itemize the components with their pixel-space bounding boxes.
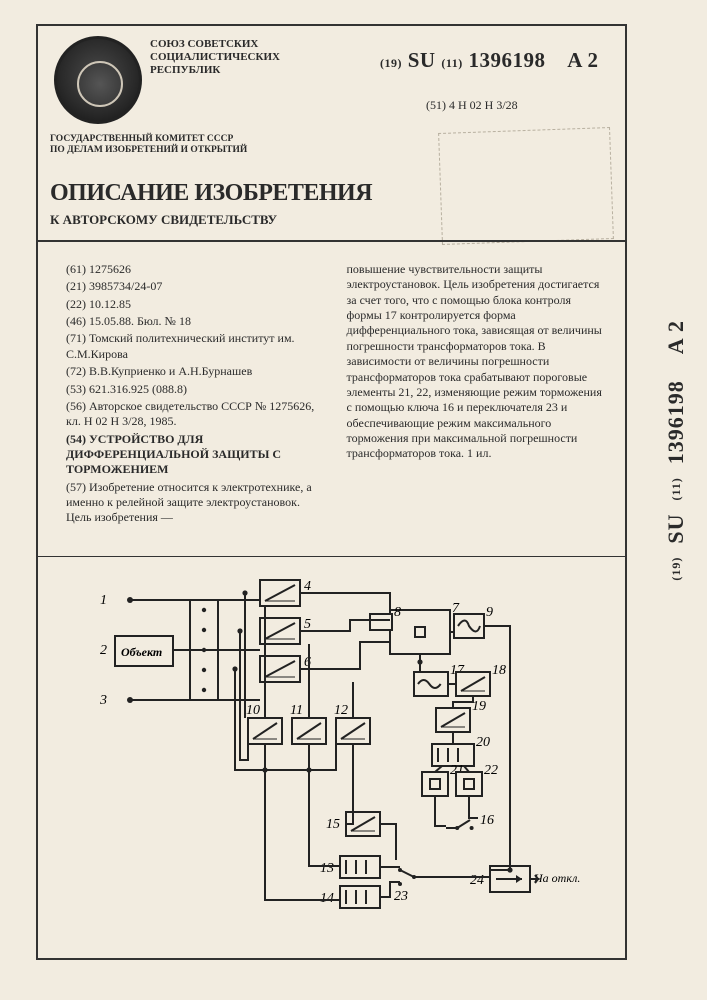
document-subtitle: К АВТОРСКОМУ СВИДЕТЕЛЬСТВУ: [50, 212, 277, 228]
union-line1: СОЮЗ СОВЕТСКИХ: [150, 38, 280, 51]
field-72: (72) В.В.Куприенко и А.Н.Бурнашев: [66, 364, 327, 379]
svg-text:10: 10: [246, 703, 260, 718]
committee-line2: ПО ДЕЛАМ ИЗОБРЕТЕНИЙ И ОТКРЫТИЙ: [50, 145, 247, 156]
svg-text:4: 4: [304, 579, 311, 594]
field-71: (71) Томский политехнический институт им…: [66, 331, 327, 362]
svg-text:9: 9: [486, 605, 493, 620]
svg-text:1: 1: [100, 593, 107, 608]
document-title: ОПИСАНИЕ ИЗОБРЕТЕНИЯ: [50, 180, 372, 207]
spine-number: 1396198: [663, 380, 688, 464]
svg-text:14: 14: [320, 891, 334, 906]
bibliographic-block: (61) 1275626 (21) 3985734/24-07 (22) 10.…: [66, 262, 607, 528]
field-61: (61) 1275626: [66, 262, 327, 277]
diagram-svg: 123Объект4567891011121314151617181920212…: [90, 570, 580, 930]
doc-number: 1396198: [468, 48, 545, 72]
svg-text:13: 13: [320, 861, 334, 876]
svg-text:18: 18: [492, 663, 506, 678]
ipc-classification: (51) 4 Н 02 Н 3/28: [426, 98, 518, 113]
spine-country: SU: [663, 514, 688, 544]
field-22: (22) 10.12.85: [66, 297, 327, 312]
kind-code: A 2: [567, 48, 598, 72]
divider-top: [38, 240, 625, 242]
patent-page: СОЮЗ СОВЕТСКИХ СОЦИАЛИСТИЧЕСКИХ РЕСПУБЛИ…: [0, 0, 707, 1000]
spine-prefix-19: (19): [669, 557, 683, 581]
field-57: (57) Изобретение относится к электротехн…: [66, 480, 327, 526]
svg-text:2: 2: [100, 643, 107, 658]
svg-text:20: 20: [476, 735, 490, 750]
svg-text:24: 24: [470, 873, 484, 888]
svg-text:22: 22: [484, 763, 498, 778]
ussr-emblem-icon: [54, 36, 142, 124]
country-code: SU: [408, 48, 436, 72]
paper-crease-icon: [438, 127, 614, 245]
spine-kind: A 2: [663, 320, 688, 354]
svg-text:8: 8: [394, 605, 401, 620]
field-46: (46) 15.05.88. Бюл. № 18: [66, 314, 327, 329]
svg-text:19: 19: [472, 699, 486, 714]
field-53: (53) 621.316.925 (088.8): [66, 382, 327, 397]
field-54: (54) УСТРОЙСТВО ДЛЯ ДИФФЕРЕНЦИАЛЬНОЙ ЗАЩ…: [66, 432, 327, 478]
field-21: (21) 3985734/24-07: [66, 279, 327, 294]
svg-text:12: 12: [334, 703, 348, 718]
spine-publication-number: (19) SU (11) 1396198 A 2: [663, 320, 689, 581]
svg-text:16: 16: [480, 813, 494, 828]
svg-text:5: 5: [304, 617, 311, 632]
svg-text:15: 15: [326, 817, 340, 832]
prefix-11: (11): [441, 56, 462, 70]
svg-text:На откл.: На откл.: [533, 871, 580, 885]
committee-line1: ГОСУДАРСТВЕННЫЙ КОМИТЕТ СССР: [50, 134, 247, 145]
spine-prefix-11: (11): [669, 477, 683, 500]
union-line2: СОЦИАЛИСТИЧЕСКИХ: [150, 51, 280, 64]
field-56: (56) Авторское свидетельство СССР № 1275…: [66, 399, 327, 430]
union-label: СОЮЗ СОВЕТСКИХ СОЦИАЛИСТИЧЕСКИХ РЕСПУБЛИ…: [150, 38, 280, 78]
abstract-text: повышение чувствительности защиты электр…: [347, 262, 608, 462]
biblio-left-column: (61) 1275626 (21) 3985734/24-07 (22) 10.…: [66, 262, 327, 528]
publication-number: (19) SU (11) 1396198 A 2: [380, 48, 599, 73]
divider-mid: [38, 556, 625, 557]
circuit-diagram: 123Объект4567891011121314151617181920212…: [90, 570, 580, 930]
svg-text:23: 23: [394, 889, 408, 904]
abstract-right-column: повышение чувствительности защиты электр…: [347, 262, 608, 528]
svg-text:Объект: Объект: [121, 645, 162, 659]
union-line3: РЕСПУБЛИК: [150, 64, 280, 77]
prefix-19: (19): [380, 56, 402, 70]
committee-label: ГОСУДАРСТВЕННЫЙ КОМИТЕТ СССР ПО ДЕЛАМ ИЗ…: [50, 134, 247, 157]
svg-text:11: 11: [290, 703, 303, 718]
svg-text:3: 3: [99, 693, 107, 708]
